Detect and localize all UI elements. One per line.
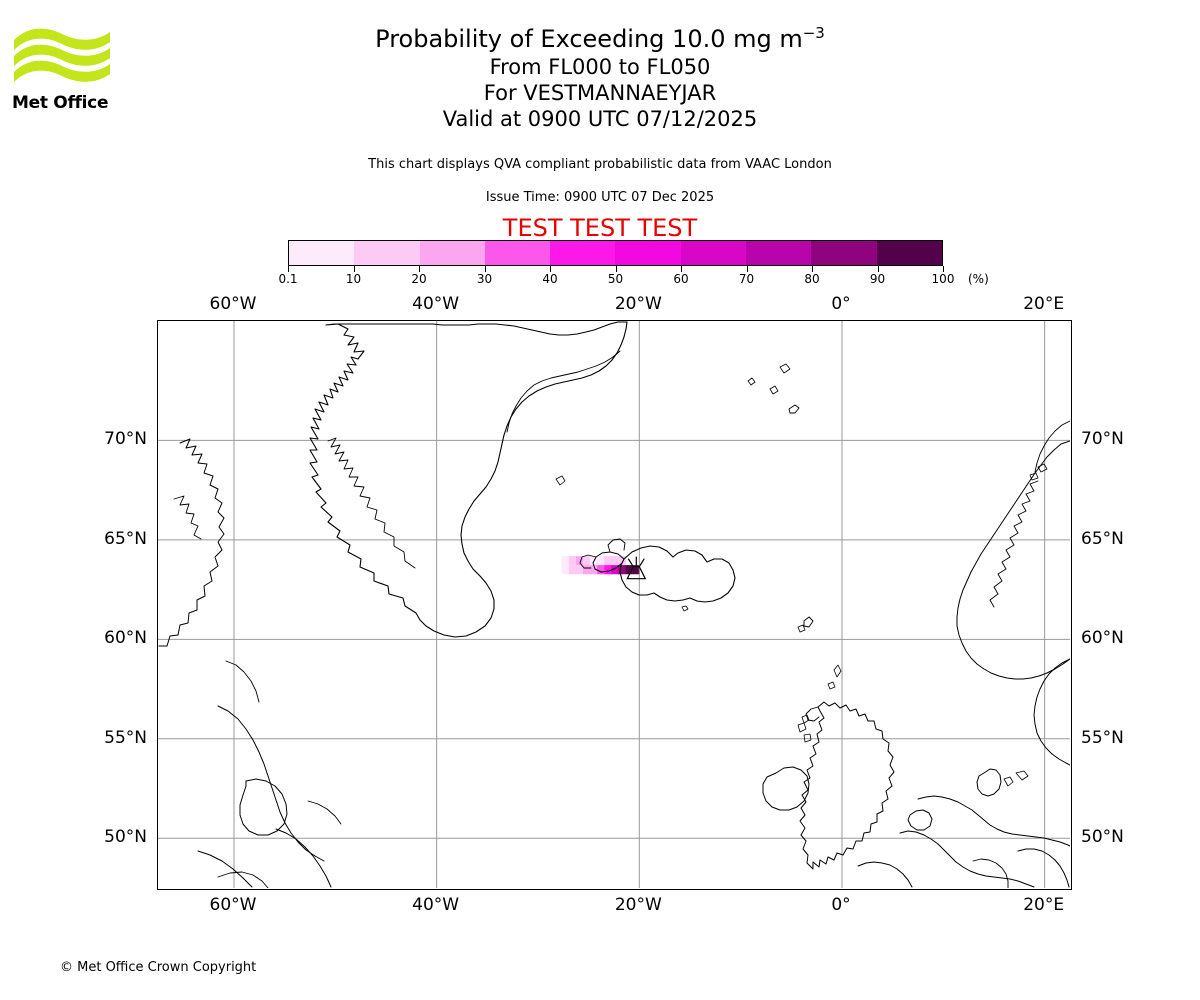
lon-label-bottom-20°W: 20°W [614,895,662,915]
probability-colorbar [288,240,943,266]
colorbar-band-1 [354,241,420,265]
colorbar-tick-label-60: 60 [673,272,689,286]
colorbar-tick-label-10: 10 [345,272,362,286]
lon-label-top-0°: 0° [831,294,851,314]
lon-label-bottom-0°: 0° [831,895,851,915]
colorbar-tick-axis: 0.1 10 20 30 40 50 60 70 80 90 100 [278,266,954,286]
colorbar-band-2 [419,241,485,265]
colorbar-tick-label-50: 50 [607,272,624,286]
colorbar-tick-70 [746,266,748,272]
map-panel[interactable] [157,320,1072,890]
colorbar-tick-label-70: 70 [738,272,755,286]
ash-cell [590,565,598,575]
ash-cell [582,556,591,566]
colorbar-tick-10 [353,266,355,272]
copyright-notice: © Met Office Crown Copyright [60,960,257,975]
issue-time: Issue Time: 0900 UTC 07 Dec 2025 [485,190,715,205]
ash-cell [568,565,577,575]
met-office-logo-text: Met Office [12,93,109,113]
colorbar-band-9 [876,241,942,265]
lat-label-left-50°N: 50°N [104,827,147,848]
colorbar-tick-50 [615,266,617,272]
lon-label-top-20°E: 20°E [1023,294,1065,314]
colorbar-tick-label-90: 90 [869,272,886,286]
colorbar-band-4 [550,241,616,265]
ash-cell [625,565,633,575]
colorbar-tick-label-100: 100 [931,272,955,286]
ash-cell [604,556,612,566]
ash-cell [582,565,591,575]
lat-label-right-55°N: 55°N [1081,727,1124,748]
map-canvas [158,321,1070,888]
colorbar-tick-label-20: 20 [411,272,427,286]
lat-label-left-60°N: 60°N [104,628,147,649]
colorbar-band-0 [289,241,355,265]
colorbar-tick-label-40: 40 [542,272,558,286]
colorbar-tick-90 [877,266,879,272]
lat-label-right-60°N: 60°N [1081,628,1124,649]
lat-label-left-65°N: 65°N [104,528,147,549]
ash-cell [597,556,605,566]
lat-label-right-65°N: 65°N [1081,528,1124,549]
lon-label-top-40°W: 40°W [412,294,460,314]
colorbar-tick-60 [681,266,682,272]
ash-cell [568,556,577,566]
colorbar-tick-0.1 [288,266,289,272]
colorbar-tick-40 [550,266,551,272]
volcano-subtitle: For VESTMANNAEYJAR [483,81,717,105]
ash-cell [632,565,640,575]
page-title: Probability of Exceeding 10.0 mg m−3 [0,24,1200,54]
lon-label-bottom-40°W: 40°W [412,895,460,915]
volcano-icon [626,556,647,580]
ash-cell [561,556,570,566]
page-title-text: Probability of Exceeding 10.0 mg m [375,25,803,53]
test-banner: TEST TEST TEST [502,214,698,242]
colorbar-bands [288,240,943,266]
lat-label-right-50°N: 50°N [1081,827,1124,848]
lon-label-top-60°W: 60°W [209,294,257,314]
met-office-logo: Met Office [12,24,112,116]
colorbar-band-5 [615,241,681,265]
colorbar-tick-100 [943,266,944,272]
colorbar-band-6 [680,241,747,265]
chart-title-block: Probability of Exceeding 10.0 mg m−3 Fro… [0,24,1200,132]
colorbar-tick-label-30: 30 [476,272,493,286]
ash-cell [561,565,570,575]
ash-cell [604,565,612,575]
colorbar-units-label: (%) [968,272,989,286]
colorbar-band-8 [811,241,877,265]
lon-label-bottom-20°E: 20°E [1023,895,1065,915]
colorbar-band-7 [746,241,812,265]
ash-cell [575,565,584,575]
colorbar-tick-30 [484,266,486,272]
volcano-source-marker [626,556,647,580]
graticule-gridlines [158,321,1070,888]
lat-label-left-55°N: 55°N [104,727,147,748]
flight-level-subtitle: From FL000 to FL050 [489,55,711,79]
coastline-layer [158,321,1070,888]
qva-disclaimer: This chart displays QVA compliant probab… [368,157,832,172]
colorbar-tick-label-0.1: 0.1 [278,272,298,286]
ash-cell [618,565,626,575]
ash-cell [575,556,584,566]
lat-label-right-70°N: 70°N [1081,429,1124,450]
ash-cell [611,565,619,575]
page-title-superscript: −3 [802,24,825,42]
colorbar-tick-label-80: 80 [804,272,820,286]
valid-time-subtitle: Valid at 0900 UTC 07/12/2025 [442,107,758,131]
lat-label-left-70°N: 70°N [104,429,147,450]
ash-cell [618,556,626,566]
lon-label-top-20°W: 20°W [614,294,662,314]
lon-label-bottom-60°W: 60°W [209,895,257,915]
ash-cell [611,556,619,566]
colorbar-band-3 [484,241,551,265]
met-office-wave-mark [14,28,110,82]
colorbar-tick-20 [419,266,420,272]
ash-cell [597,565,605,575]
colorbar-tick-80 [812,266,813,272]
